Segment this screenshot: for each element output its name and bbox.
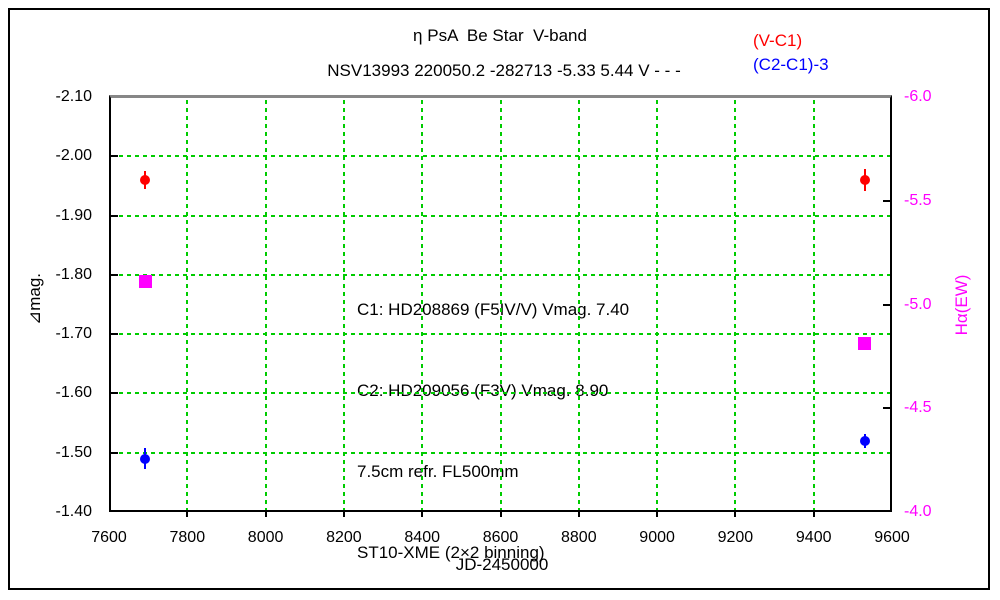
x-tick-label: 9400 <box>795 529 832 546</box>
x-axis-tick <box>812 512 815 517</box>
annotation-block: C1: HD208869 (F5IV/V) Vmag. 7.40 C2: HD2… <box>357 242 629 600</box>
y-left-tick-label: -2.10 <box>55 88 92 105</box>
x-tick-label: 8800 <box>561 529 597 546</box>
data-point-c2-c1-3-0 <box>140 453 151 464</box>
annotation-line-camera: ST10-XME (2×2 binning) <box>357 543 545 562</box>
legend-item-v-c1: (V-C1) <box>753 31 803 50</box>
x-axis-title: JD-2450000 <box>455 555 549 574</box>
x-tick-label: 8600 <box>482 529 519 546</box>
gridline-vertical <box>186 100 189 510</box>
y-left-axis-tick <box>111 392 118 395</box>
y-left-axis-tick <box>111 214 118 217</box>
annotation-line-c1: C1: HD208869 (F5IV/V) Vmag. 7.40 <box>357 300 630 319</box>
chart-subtitle: NSV13993 220050.2 -282713 -5.33 5.44 V -… <box>327 61 681 80</box>
y-right-axis-tick <box>883 199 890 202</box>
outer-border <box>8 8 990 590</box>
y-left-tick-label: -1.60 <box>55 384 92 402</box>
y-right-tick-label: -5.0 <box>904 295 932 313</box>
x-tick-label: 8000 <box>247 529 284 546</box>
y-left-axis-tick <box>111 155 118 158</box>
gridline-vertical <box>656 100 659 510</box>
y-right-axis-tick <box>883 407 890 410</box>
gridline-vertical <box>499 100 502 510</box>
x-axis-tick <box>656 512 659 517</box>
x-tick-label: 7600 <box>91 529 127 546</box>
data-point-c2-c1-3-1 <box>859 435 870 446</box>
x-tick-label: 9200 <box>717 529 754 546</box>
x-tick-label: 8400 <box>404 529 440 546</box>
gridline-vertical <box>812 100 815 510</box>
plot-area <box>109 95 892 512</box>
data-point-halpha-ew-1 <box>858 337 872 351</box>
gridline-horizontal <box>111 155 890 158</box>
gridline-horizontal <box>111 273 890 276</box>
gridline-horizontal <box>111 333 890 336</box>
gridline-vertical <box>577 100 580 510</box>
x-axis-tick <box>342 512 345 517</box>
y-left-tick-label: -1.70 <box>55 325 92 343</box>
y-right-tick-label: -4.5 <box>904 399 932 417</box>
y-left-tick-label: -1.80 <box>55 265 92 283</box>
y-right-tick-label: -5.5 <box>904 191 932 209</box>
data-point-v-c1-1 <box>859 175 870 185</box>
x-axis-tick <box>499 512 502 517</box>
data-point-v-c1-0 <box>140 175 151 185</box>
x-tick-label: 9600 <box>874 529 910 546</box>
x-tick-label: 9000 <box>639 529 675 546</box>
y-right-tick-label: -6.0 <box>904 88 932 105</box>
x-tick-label: 7800 <box>169 529 206 546</box>
x-axis-tick <box>186 512 189 517</box>
gridline-horizontal <box>111 214 890 217</box>
y-left-tick-label: -2.00 <box>55 147 92 165</box>
x-axis-tick <box>577 512 580 517</box>
legend: (V-C1) (C2-C1)-3 <box>753 29 829 77</box>
gridline-horizontal <box>111 451 890 454</box>
annotation-line-telescope: 7.5cm refr. FL500mm <box>357 462 519 481</box>
gridline-horizontal <box>111 392 890 395</box>
x-axis-tick <box>264 512 267 517</box>
chart-title: η PsA Be Star V-band <box>413 26 587 45</box>
gridline-vertical <box>734 100 737 510</box>
y-left-tick-label: -1.50 <box>55 443 92 461</box>
gridline-vertical <box>342 100 345 510</box>
x-axis-tick <box>421 512 424 517</box>
data-point-halpha-ew-0 <box>138 275 152 289</box>
gridline-vertical <box>421 100 424 510</box>
y-right-axis-tick <box>883 303 890 306</box>
legend-item-c2-c1-3: (C2-C1)-3 <box>753 55 829 74</box>
x-tick-label: 8200 <box>326 529 362 546</box>
annotation-line-c2: C2: HD209056 (F3V) Vmag. 8.90 <box>357 381 609 400</box>
x-axis-tick <box>734 512 737 517</box>
y-left-axis-tick <box>111 333 118 336</box>
y-left-tick-label: -1.90 <box>55 206 92 224</box>
y-right-tick-label: -4.0 <box>904 503 932 520</box>
gridline-vertical <box>264 100 267 510</box>
y-left-tick-label: -1.40 <box>55 503 92 520</box>
y-left-axis-tick <box>111 451 118 454</box>
y-left-axis-tick <box>111 273 118 276</box>
